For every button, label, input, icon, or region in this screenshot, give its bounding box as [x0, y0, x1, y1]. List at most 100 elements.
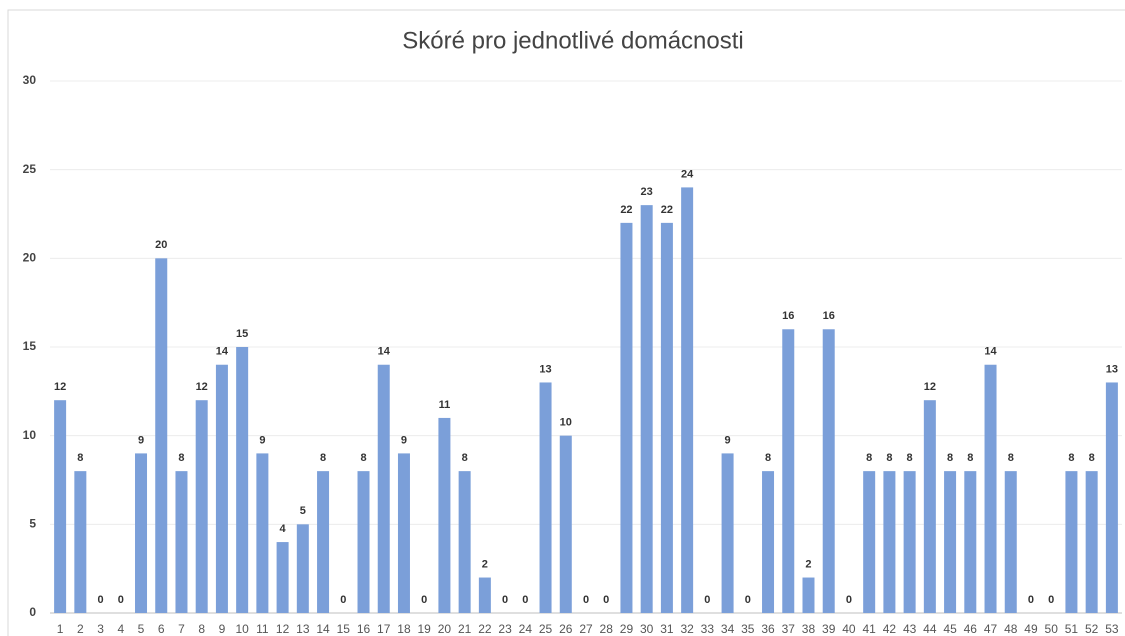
bar [1004, 471, 1017, 613]
bar [620, 222, 633, 613]
y-tick-label: 0 [29, 605, 36, 619]
data-label: 16 [823, 310, 835, 322]
x-tick-label: 13 [296, 622, 310, 636]
x-tick-label: 34 [721, 622, 735, 636]
data-label: 22 [661, 204, 673, 216]
data-label: 0 [583, 594, 589, 606]
x-tick-label: 15 [337, 622, 351, 636]
bar [155, 258, 168, 613]
bar [883, 471, 896, 613]
x-tick-label: 51 [1065, 622, 1079, 636]
bar [317, 471, 330, 613]
data-label: 8 [967, 452, 973, 464]
data-label: 2 [482, 558, 488, 570]
bar [195, 400, 208, 613]
data-label: 8 [178, 452, 184, 464]
bar [135, 453, 148, 613]
x-tick-label: 53 [1105, 622, 1119, 636]
bar [357, 471, 370, 613]
data-label: 2 [805, 558, 811, 570]
data-label: 9 [259, 434, 265, 446]
data-label: 0 [1048, 594, 1054, 606]
data-label: 0 [502, 594, 508, 606]
data-label: 4 [280, 523, 287, 535]
data-label: 0 [745, 594, 751, 606]
data-label: 0 [1028, 594, 1034, 606]
bar [762, 471, 775, 613]
data-label: 0 [846, 594, 852, 606]
bar [782, 329, 795, 613]
data-label: 8 [77, 452, 83, 464]
y-tick-label: 15 [23, 339, 37, 353]
x-tick-label: 23 [498, 622, 512, 636]
x-tick-label: 8 [198, 622, 205, 636]
data-label: 14 [216, 346, 229, 358]
x-tick-label: 9 [219, 622, 226, 636]
bar [377, 364, 390, 613]
x-tick-label: 3 [97, 622, 104, 636]
bar [863, 471, 876, 613]
x-tick-label: 46 [964, 622, 978, 636]
data-label: 8 [765, 452, 771, 464]
x-tick-label: 26 [559, 622, 573, 636]
bar [74, 471, 87, 613]
x-tick-label: 10 [235, 622, 249, 636]
x-tick-label: 20 [438, 622, 452, 636]
data-label: 11 [439, 399, 451, 411]
bar [944, 471, 957, 613]
data-label: 0 [603, 594, 609, 606]
data-label: 0 [98, 594, 104, 606]
bar [276, 542, 289, 613]
bar [256, 453, 269, 613]
x-tick-label: 52 [1085, 622, 1099, 636]
data-label: 8 [462, 452, 468, 464]
data-label: 8 [1008, 452, 1014, 464]
bar [458, 471, 471, 613]
x-tick-label: 41 [862, 622, 876, 636]
x-tick-label: 50 [1045, 622, 1059, 636]
data-label: 12 [54, 381, 66, 393]
data-label: 8 [907, 452, 913, 464]
data-label: 0 [704, 594, 710, 606]
data-label: 0 [340, 594, 346, 606]
data-label: 16 [782, 310, 794, 322]
x-tick-label: 49 [1024, 622, 1038, 636]
data-label: 20 [155, 239, 167, 251]
data-label: 22 [620, 204, 632, 216]
bar [660, 222, 673, 613]
x-tick-label: 17 [377, 622, 391, 636]
y-tick-label: 25 [23, 162, 37, 176]
bar [1105, 382, 1118, 613]
x-tick-label: 22 [478, 622, 492, 636]
bar [640, 205, 653, 613]
x-tick-label: 40 [842, 622, 856, 636]
y-tick-label: 10 [23, 428, 37, 442]
data-label: 8 [1089, 452, 1095, 464]
data-label: 12 [924, 381, 936, 393]
data-label: 0 [118, 594, 124, 606]
x-tick-label: 45 [943, 622, 957, 636]
data-label: 8 [886, 452, 892, 464]
x-tick-label: 19 [418, 622, 432, 636]
data-label: 13 [539, 363, 551, 375]
x-tick-label: 48 [1004, 622, 1018, 636]
bar [478, 577, 491, 613]
data-label: 5 [300, 505, 306, 517]
bar [721, 453, 734, 613]
bar [397, 453, 410, 613]
x-tick-label: 30 [640, 622, 654, 636]
bar [559, 435, 572, 613]
data-label: 23 [641, 186, 653, 198]
y-tick-label: 30 [23, 73, 37, 87]
x-tick-label: 2 [77, 622, 84, 636]
data-label: 14 [378, 346, 391, 358]
bar [438, 417, 451, 613]
x-tick-label: 27 [579, 622, 593, 636]
x-tick-label: 43 [903, 622, 917, 636]
data-label: 14 [984, 346, 997, 358]
chart-title: Skóré pro jednotlivé domácnosti [402, 27, 744, 54]
bar [681, 187, 694, 613]
bar [964, 471, 977, 613]
x-tick-label: 37 [782, 622, 796, 636]
x-tick-label: 12 [276, 622, 290, 636]
